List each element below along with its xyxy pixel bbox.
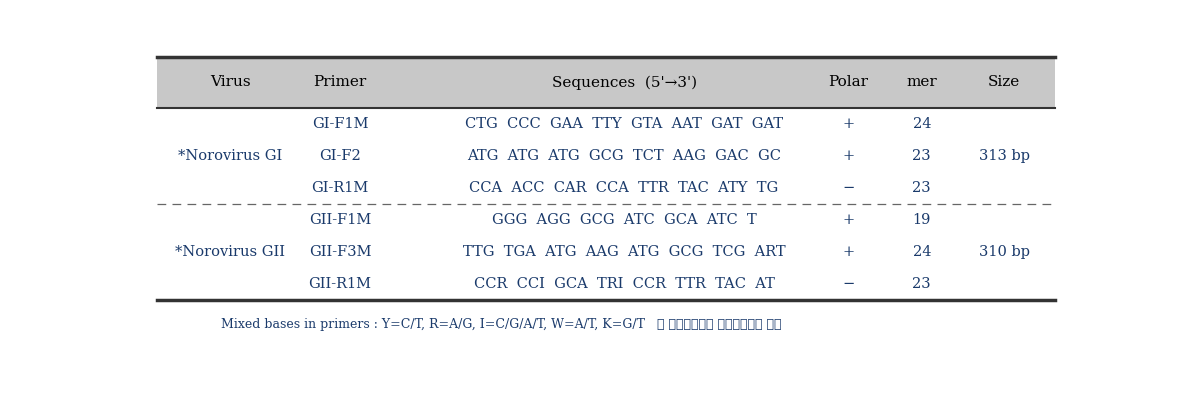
Text: 23: 23 xyxy=(913,149,931,163)
Text: TTG  TGA  ATG  AAG  ATG  GCG  TCG  ART: TTG TGA ATG AAG ATG GCG TCG ART xyxy=(463,245,785,259)
Text: 313 bp: 313 bp xyxy=(979,149,1030,163)
Text: Primer: Primer xyxy=(313,75,366,89)
Text: 310 bp: 310 bp xyxy=(979,245,1030,259)
Text: +: + xyxy=(843,149,855,163)
Text: Polar: Polar xyxy=(829,75,869,89)
Text: −: − xyxy=(843,181,855,195)
Text: *Norovirus GI: *Norovirus GI xyxy=(178,149,282,163)
Text: +: + xyxy=(843,245,855,259)
Text: 23: 23 xyxy=(913,181,931,195)
Text: GII-F3M: GII-F3M xyxy=(309,245,371,259)
Text: GI-R1M: GI-R1M xyxy=(312,181,369,195)
Text: GII-R1M: GII-R1M xyxy=(309,277,371,291)
Text: CCR  CCI  GCA  TRI  CCR  TTR  TAC  AT: CCR CCI GCA TRI CCR TTR TAC AT xyxy=(474,277,774,291)
Text: 23: 23 xyxy=(913,277,931,291)
Text: +: + xyxy=(843,117,855,131)
Text: Virus: Virus xyxy=(210,75,251,89)
Text: mer: mer xyxy=(907,75,937,89)
Text: CTG  CCC  GAA  TTY  GTA  AAT  GAT  GAT: CTG CCC GAA TTY GTA AAT GAT GAT xyxy=(465,117,784,131)
Text: +: + xyxy=(843,213,855,227)
Text: GI-F1M: GI-F1M xyxy=(312,117,369,131)
Text: Sequences  (5'→3'): Sequences (5'→3') xyxy=(552,75,696,90)
Text: 24: 24 xyxy=(913,117,931,131)
Text: CCA  ACC  CAR  CCA  TTR  TAC  ATY  TG: CCA ACC CAR CCA TTR TAC ATY TG xyxy=(469,181,779,195)
Text: GGG  AGG  GCG  ATC  GCA  ATC  T: GGG AGG GCG ATC GCA ATC T xyxy=(492,213,756,227)
Text: −: − xyxy=(843,277,855,291)
Text: *Norovirus GII: *Norovirus GII xyxy=(175,245,285,259)
Text: Size: Size xyxy=(988,75,1020,89)
Text: Mixed bases in primers : Y=C/T, R=A/G, I=C/G/A/T, W=A/T, K=G/T   ★ 질병관리본부 간염폴리오팀: Mixed bases in primers : Y=C/T, R=A/G, I… xyxy=(221,318,781,331)
Text: GII-F1M: GII-F1M xyxy=(309,213,371,227)
Bar xyxy=(157,56,1054,108)
Text: 24: 24 xyxy=(913,245,931,259)
Text: GI-F2: GI-F2 xyxy=(319,149,361,163)
Text: 19: 19 xyxy=(913,213,931,227)
Text: ATG  ATG  ATG  GCG  TCT  AAG  GAC  GC: ATG ATG ATG GCG TCT AAG GAC GC xyxy=(467,149,781,163)
